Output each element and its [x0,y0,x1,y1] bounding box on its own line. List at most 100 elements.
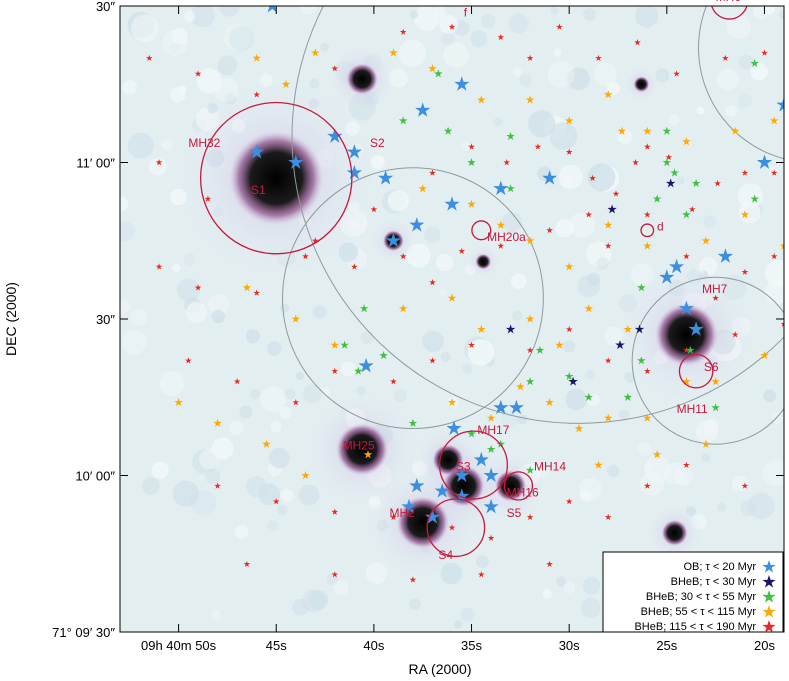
background-texture [169,42,181,55]
background-texture [387,190,409,212]
background-texture [565,388,587,411]
background-texture [673,466,693,486]
background-texture [553,48,562,57]
background-texture [409,598,421,611]
dark-blob [336,423,389,476]
red-circle [503,471,534,501]
background-texture [493,117,503,127]
background-texture [717,502,727,512]
background-texture [593,62,617,86]
background-texture [300,6,317,15]
background-texture [764,259,784,287]
background-texture [276,504,288,516]
background-texture [738,54,754,70]
region-label: MH17 [477,423,509,437]
background-texture [211,610,222,620]
background-texture [517,414,528,425]
background-texture [640,471,665,496]
dark-blob [346,63,378,95]
background-texture [229,420,244,435]
background-texture [177,278,201,302]
background-texture [716,68,740,91]
background-texture [580,597,601,619]
background-texture [208,293,230,315]
background-texture [701,453,711,463]
region-labels: f MH6 MH32 S1 S2 d MH20a MH7 S6 MH11 MH25 MH17 S3 MH1… [188,0,741,562]
background-texture [219,6,240,17]
background-texture [199,449,219,470]
red-circle [438,430,509,500]
background-texture [183,10,196,22]
background-texture [127,132,154,159]
background-texture [555,219,574,238]
region-label: MH2 [390,506,416,520]
background-texture [583,7,597,21]
dark-blob [442,465,485,507]
background-texture [234,524,249,539]
background-texture [508,13,529,34]
background-texture [439,289,448,297]
red-circles [199,6,748,558]
grey-circle [698,6,784,160]
background-texture [326,573,339,586]
background-texture [635,6,659,28]
background-texture [461,140,472,151]
background-texture [753,6,770,20]
red-circle [640,223,655,238]
background-texture [737,93,752,108]
background-texture [763,389,777,403]
x-tick-label: 45s [266,638,287,653]
background-texture [424,226,441,243]
background-texture [365,562,388,584]
y-tick-label: 10′ 00″ [75,469,115,484]
background-texture [186,301,208,324]
background-texture [512,67,522,77]
background-texture [586,241,612,267]
background-texture [162,29,188,56]
background-texture [443,42,470,68]
background-texture [259,386,286,412]
background-texture [762,459,784,487]
background-texture [500,410,519,429]
background-texture [171,27,188,44]
grey-circle [291,6,784,424]
dark-blob [655,303,718,366]
background-texture [122,80,137,95]
region-label: MH20a [487,230,526,244]
background-texture [587,163,616,192]
legend: OB; τ < 20 Myr BHeB; τ < 30 Myr BHeB; 30 <… [602,551,784,633]
background-texture [280,488,294,502]
background-texture [178,85,187,94]
region-label: MH16 [507,485,539,499]
background-texture [558,164,583,189]
background-texture [606,464,620,478]
background-texture [732,475,749,492]
background-texture [585,369,595,380]
background-texture [703,419,720,435]
x-tick-label: 35s [461,638,482,653]
red-circle [426,498,486,558]
background-texture [172,480,199,507]
x-axis-title: RA (2000) [408,661,471,677]
x-tick-label: 25s [656,638,677,653]
red-circle [471,220,492,241]
grey-circle [282,167,544,430]
dark-blob [475,253,492,270]
background-texture [285,388,296,400]
dark-blob [661,519,688,546]
region-label: S3 [456,459,471,473]
red-circle [199,101,353,255]
background-texture [726,14,751,40]
background-texture [778,10,784,20]
background-texture [409,10,419,19]
background-texture [333,580,349,596]
x-tick-label: 30s [559,638,580,653]
grey-circle [631,276,784,445]
background-texture [740,500,757,517]
background-texture [131,14,159,42]
background-texture [460,607,475,622]
background-texture [750,62,768,81]
background-texture [438,14,459,34]
background-texture [676,176,685,185]
background-texture [703,215,717,229]
